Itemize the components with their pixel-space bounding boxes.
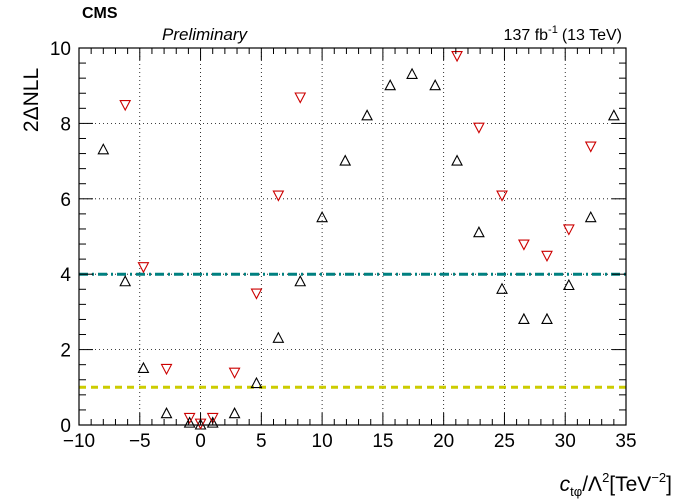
- point-triangle-down: [206, 412, 219, 425]
- point-triangle-up: [183, 416, 196, 428]
- point-triangle-down: [272, 190, 285, 202]
- x-tick-label: −5: [129, 431, 151, 452]
- point-triangle-down: [160, 363, 173, 376]
- point-triangle-up: [451, 154, 463, 166]
- point-triangle-down: [451, 50, 463, 63]
- reference-lines: [79, 272, 626, 389]
- point-triangle-up: [429, 79, 442, 91]
- plot-frame: [78, 47, 627, 426]
- point-triangle-up: [228, 407, 241, 419]
- point-triangle-up: [294, 275, 307, 287]
- point-triangle-up: [137, 361, 150, 374]
- point-triangle-up: [206, 416, 219, 428]
- point-triangle-up: [607, 109, 620, 121]
- point-triangle-up: [339, 154, 352, 166]
- point-triangle-up: [316, 210, 329, 223]
- point-triangle-up: [97, 143, 110, 155]
- x-tick-label: 35: [615, 431, 636, 452]
- point-triangle-down: [496, 190, 508, 202]
- x-tick-label: −10: [63, 431, 95, 452]
- y-tick-label: 8: [60, 114, 71, 135]
- point-triangle-down: [119, 100, 132, 112]
- y-tick-label: 10: [50, 39, 71, 60]
- point-triangle-up: [361, 109, 373, 121]
- point-triangle-up: [517, 312, 530, 324]
- point-triangle-down: [562, 224, 575, 236]
- point-triangle-up: [406, 67, 418, 79]
- status-label: Preliminary: [162, 25, 249, 44]
- point-triangle-up: [473, 226, 485, 238]
- y-tick-label: 2: [60, 341, 71, 362]
- point-triangle-down: [517, 239, 530, 251]
- series-2: [119, 50, 597, 430]
- axes-frame: [78, 47, 627, 426]
- x-tick-label: 15: [372, 431, 393, 452]
- y-tick-label: 6: [60, 190, 71, 211]
- point-triangle-down: [473, 122, 485, 134]
- point-triangle-up: [562, 278, 575, 291]
- y-tick-label: 0: [60, 416, 71, 437]
- y-tick-label: 4: [60, 265, 71, 286]
- data-markers: [97, 50, 620, 430]
- lumi-label: 137 fb-1 (13 TeV): [504, 24, 622, 44]
- x-axis-label: ctφ/Λ2[TeV−2]: [560, 470, 672, 499]
- point-triangle-up: [160, 407, 173, 419]
- point-triangle-down: [294, 92, 307, 104]
- grid: [79, 48, 626, 425]
- point-triangle-down: [250, 288, 263, 300]
- point-triangle-up: [384, 79, 397, 91]
- series-1: [97, 67, 620, 430]
- x-tick-label: 0: [195, 431, 206, 452]
- point-triangle-up: [541, 312, 553, 324]
- point-triangle-down: [541, 250, 553, 263]
- y-axis-label: 2ΔNLL: [20, 68, 43, 132]
- point-triangle-down: [584, 141, 597, 153]
- point-triangle-down: [228, 367, 241, 379]
- x-tick-label: 25: [494, 431, 515, 452]
- x-tick-label: 30: [555, 431, 576, 452]
- point-triangle-up: [272, 331, 285, 343]
- point-triangle-up: [250, 376, 263, 389]
- x-tick-label: 10: [312, 431, 333, 452]
- point-triangle-up: [119, 275, 132, 287]
- x-tick-label: 5: [256, 431, 267, 452]
- point-triangle-up: [584, 210, 597, 223]
- point-triangle-up: [496, 282, 508, 294]
- point-triangle-down: [137, 262, 150, 274]
- x-tick-label: 20: [433, 431, 454, 452]
- experiment-label: CMS: [82, 5, 118, 22]
- point-triangle-down: [183, 412, 196, 425]
- tick-labels: −10 −5 0 5 10 15 20 25 30 35 0 2 4 6 8 10: [50, 39, 637, 452]
